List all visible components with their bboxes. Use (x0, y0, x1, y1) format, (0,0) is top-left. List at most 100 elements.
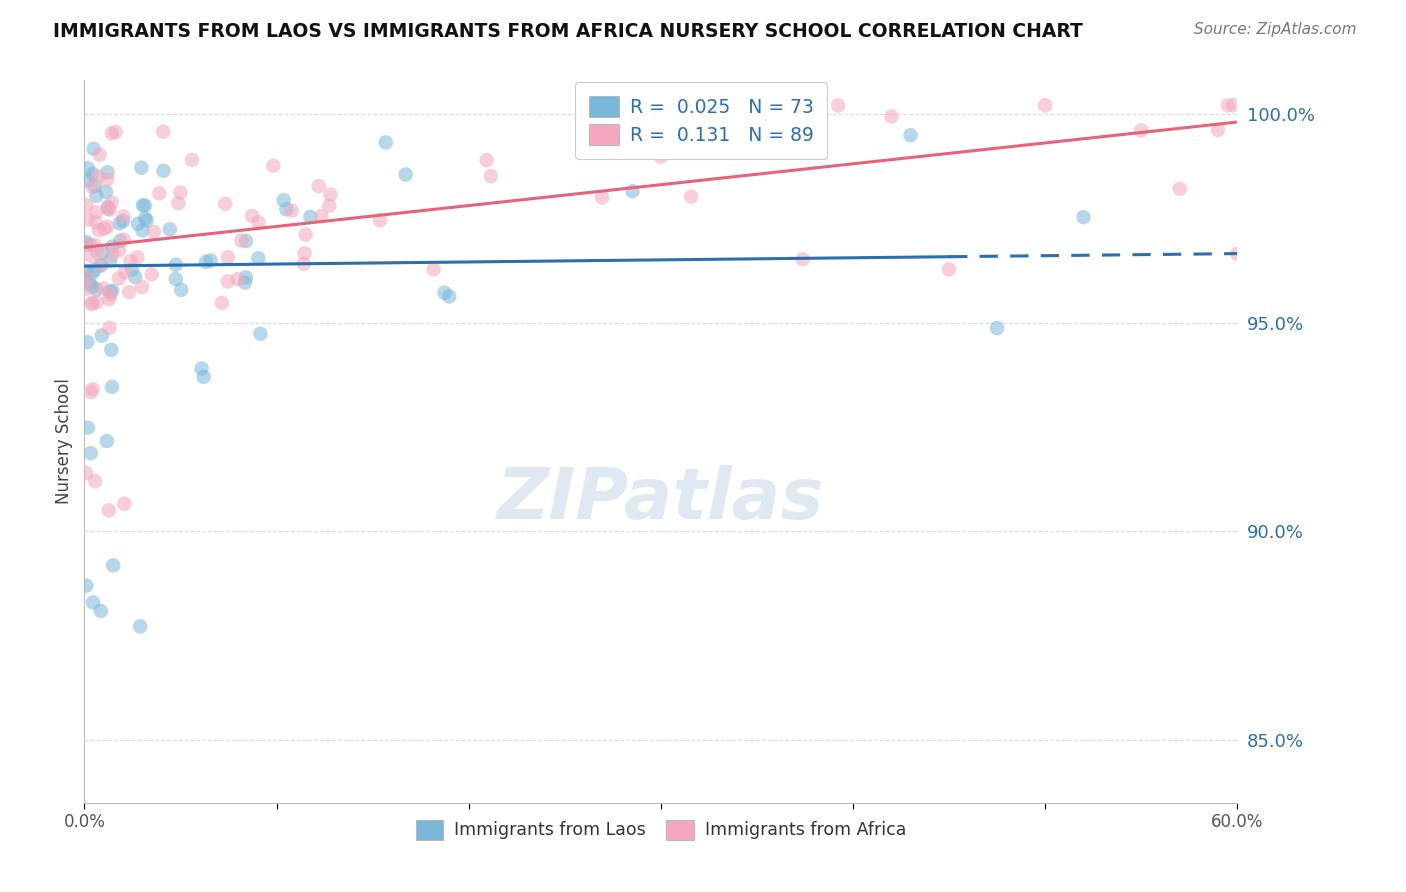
Point (96, 165, 118, 179)
Point (1226, 247, 1249, 261)
Point (75, 198, 97, 212)
Text: IMMIGRANTS FROM LAOS VS IMMIGRANTS FROM AFRICA NURSERY SCHOOL CORRELATION CHART: IMMIGRANTS FROM LAOS VS IMMIGRANTS FROM … (53, 22, 1083, 41)
Point (84, 179, 107, 194)
Point (120, 254, 142, 268)
Point (112, 497, 135, 511)
Point (82, 382, 104, 396)
Point (96, 434, 118, 448)
Point (247, 215, 270, 229)
Point (433, 285, 456, 300)
Point (827, 98, 849, 112)
Point (159, 222, 181, 236)
Point (80, 446, 103, 460)
Point (299, 210, 322, 224)
Point (127, 250, 149, 264)
Text: ZIPatlas: ZIPatlas (498, 465, 824, 533)
Point (247, 252, 270, 266)
Point (98, 202, 121, 217)
Point (621, 184, 644, 198)
Point (108, 244, 131, 258)
Point (169, 186, 191, 200)
Point (231, 234, 253, 248)
Point (90, 604, 112, 618)
Point (84, 215, 107, 229)
Y-axis label: Nursery School: Nursery School (55, 378, 73, 505)
Point (165, 258, 187, 272)
Point (193, 369, 215, 384)
Point (134, 211, 156, 226)
Point (101, 380, 124, 394)
Point (76, 281, 98, 295)
Point (87, 223, 110, 237)
Point (591, 190, 613, 204)
Point (900, 128, 922, 143)
Point (240, 209, 263, 223)
Point (368, 213, 391, 227)
Point (475, 153, 498, 168)
Point (101, 239, 124, 253)
Point (121, 262, 143, 277)
Point (86, 244, 108, 259)
Point (1130, 123, 1153, 137)
Point (89, 148, 111, 162)
Point (77, 173, 100, 187)
Point (190, 361, 212, 376)
Point (233, 276, 256, 290)
Point (86, 295, 108, 310)
Point (82, 279, 104, 293)
Point (97, 202, 120, 216)
Point (127, 217, 149, 231)
Point (276, 202, 298, 217)
Point (1206, 123, 1229, 137)
Point (90, 328, 112, 343)
Point (82, 295, 104, 310)
Point (217, 274, 239, 288)
Point (148, 186, 170, 201)
Point (643, 98, 665, 112)
Point (311, 209, 333, 223)
Point (422, 262, 444, 277)
Point (98, 253, 121, 268)
Point (83, 238, 105, 252)
Point (101, 126, 124, 140)
Point (141, 267, 163, 281)
Point (76, 335, 98, 350)
Point (131, 280, 153, 294)
Point (75, 579, 97, 593)
Point (112, 210, 135, 224)
Point (101, 247, 124, 261)
Point (235, 270, 257, 285)
Point (75, 264, 97, 278)
Point (97, 503, 120, 517)
Point (83, 142, 105, 156)
Point (86, 189, 108, 203)
Point (108, 216, 131, 230)
Point (226, 272, 249, 286)
Point (142, 225, 165, 239)
Point (79, 237, 101, 252)
Point (318, 199, 340, 213)
Point (986, 321, 1008, 335)
Point (294, 246, 316, 260)
Point (82, 266, 104, 280)
Point (91, 245, 114, 260)
Point (235, 234, 257, 248)
Point (76, 270, 98, 285)
Point (273, 193, 295, 207)
Point (108, 271, 131, 285)
Point (792, 252, 814, 267)
Point (84, 205, 107, 219)
Point (82, 167, 104, 181)
Point (131, 161, 153, 175)
Point (93, 222, 115, 236)
Point (82, 179, 104, 194)
Point (97, 200, 120, 214)
Point (249, 326, 271, 341)
Point (650, 150, 672, 164)
Point (83, 262, 105, 277)
Point (86, 283, 108, 297)
Point (114, 265, 136, 279)
Point (1216, 98, 1239, 112)
Point (292, 257, 315, 271)
Point (96, 172, 118, 186)
